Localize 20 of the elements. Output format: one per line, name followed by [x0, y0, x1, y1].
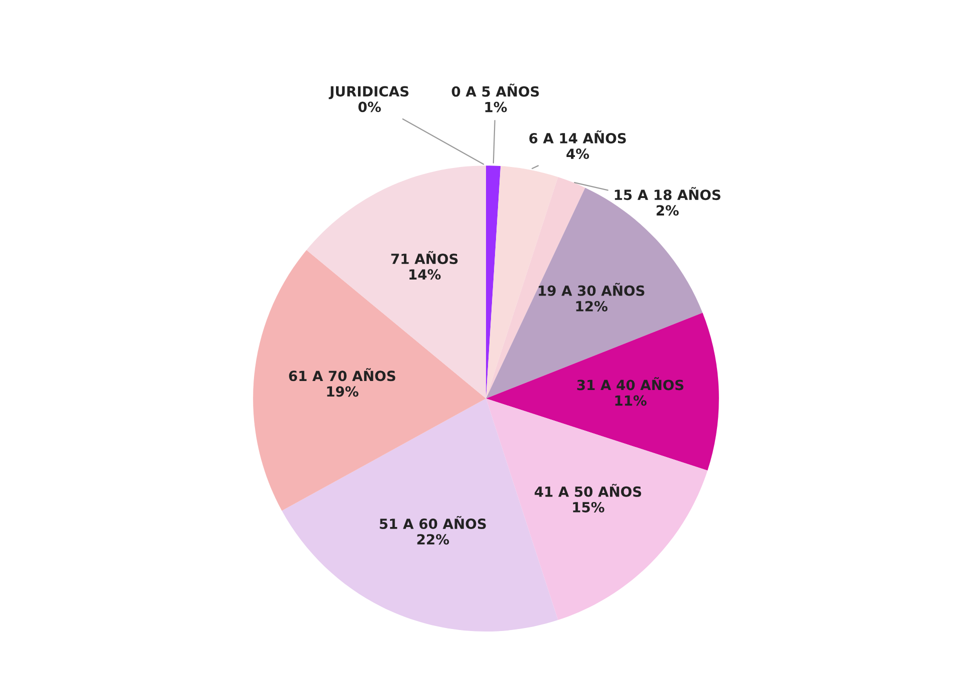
slice-label: 0 A 5 AÑOS [452, 84, 539, 97]
slice-label: 19 A 30 AÑOS [538, 282, 644, 296]
slice-label: 41 A 50 AÑOS [534, 484, 642, 497]
data-label: 11% [615, 395, 647, 406]
slice-label: 15 A 18 AÑOS [614, 187, 720, 200]
data-label: 2% [656, 205, 679, 216]
text: 0% [358, 102, 381, 112]
data-label: 12% [576, 300, 608, 312]
data-label: 4% [566, 148, 590, 160]
slice-label: 61 A 70 AÑOS [289, 368, 396, 382]
data-label: 19% [327, 386, 358, 397]
slice-label: 51 A 60 AÑOS [380, 516, 486, 530]
data-label: 22% [417, 534, 450, 545]
data-label: 1% [485, 102, 507, 112]
slice-label: 71 AÑOS [391, 251, 458, 264]
slice-label: 31 A 40 AÑOS [577, 377, 684, 390]
slice-label: 6 A 14 AÑOS [529, 130, 626, 144]
data-label: 15% [573, 502, 604, 512]
category-label: JURIDICAS [328, 86, 408, 100]
data-label: 14% [409, 269, 441, 280]
